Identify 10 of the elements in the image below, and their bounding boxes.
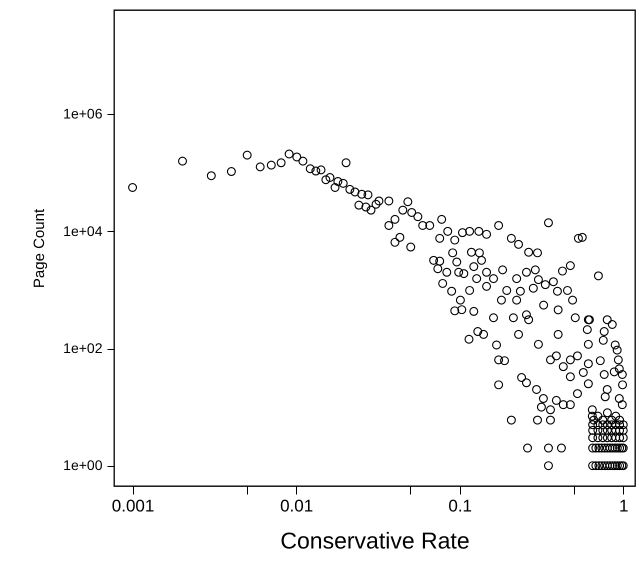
y-tick-label: 1e+02 xyxy=(63,340,103,356)
y-tick-label: 1e+04 xyxy=(63,222,103,239)
y-axis-title: Page Count xyxy=(31,208,48,288)
y-tick-label: 1e+00 xyxy=(63,457,103,474)
x-axis-title: Conservative Rate xyxy=(280,528,470,554)
x-tick-label: 0.001 xyxy=(112,496,154,516)
x-tick-label: 1 xyxy=(619,496,628,516)
y-tick-label: 1e+06 xyxy=(63,106,103,122)
x-tick-label: 0.1 xyxy=(448,496,472,516)
x-tick-label: 0.01 xyxy=(280,496,314,516)
